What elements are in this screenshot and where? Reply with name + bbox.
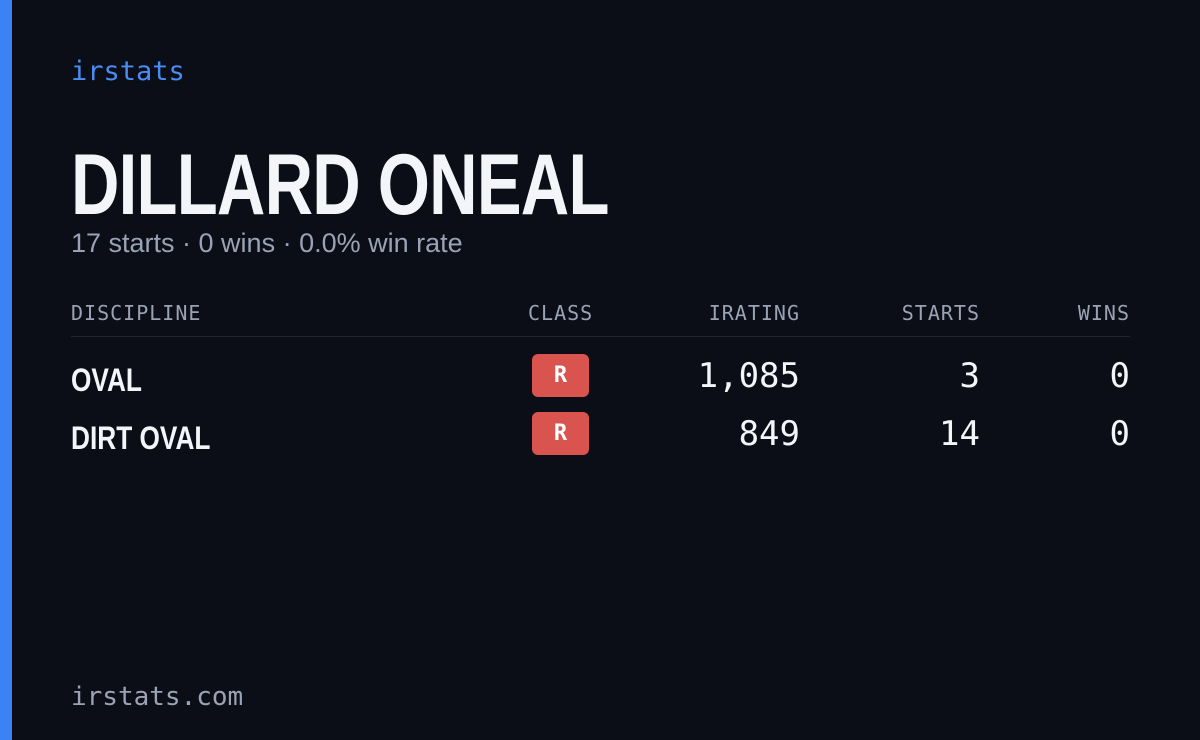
brand: irstats [71, 56, 185, 87]
discipline: OVAL [71, 362, 142, 398]
accent-bar [0, 0, 12, 740]
footer: irstats.com [71, 682, 244, 712]
column-header: CLASS [528, 301, 594, 325]
column-header: IRATING [708, 301, 800, 325]
wins: 0 [1109, 356, 1130, 396]
irating: 1,085 [697, 356, 800, 396]
wins: 0 [1109, 414, 1130, 454]
driver-name: DILLARD ONEAL [71, 137, 609, 233]
driver-summary: 17 starts · 0 wins · 0.0% win rate [71, 228, 463, 258]
discipline: DIRT OVAL [71, 420, 211, 456]
column-header: WINS [1077, 301, 1130, 325]
header-rule [71, 336, 1130, 337]
class-badge: R [532, 412, 589, 455]
column-header: DISCIPLINE [71, 301, 202, 325]
starts: 14 [939, 414, 980, 454]
irating: 849 [738, 414, 800, 454]
column-header: STARTS [901, 301, 980, 325]
class-badge: R [532, 354, 589, 397]
starts: 3 [959, 356, 980, 396]
